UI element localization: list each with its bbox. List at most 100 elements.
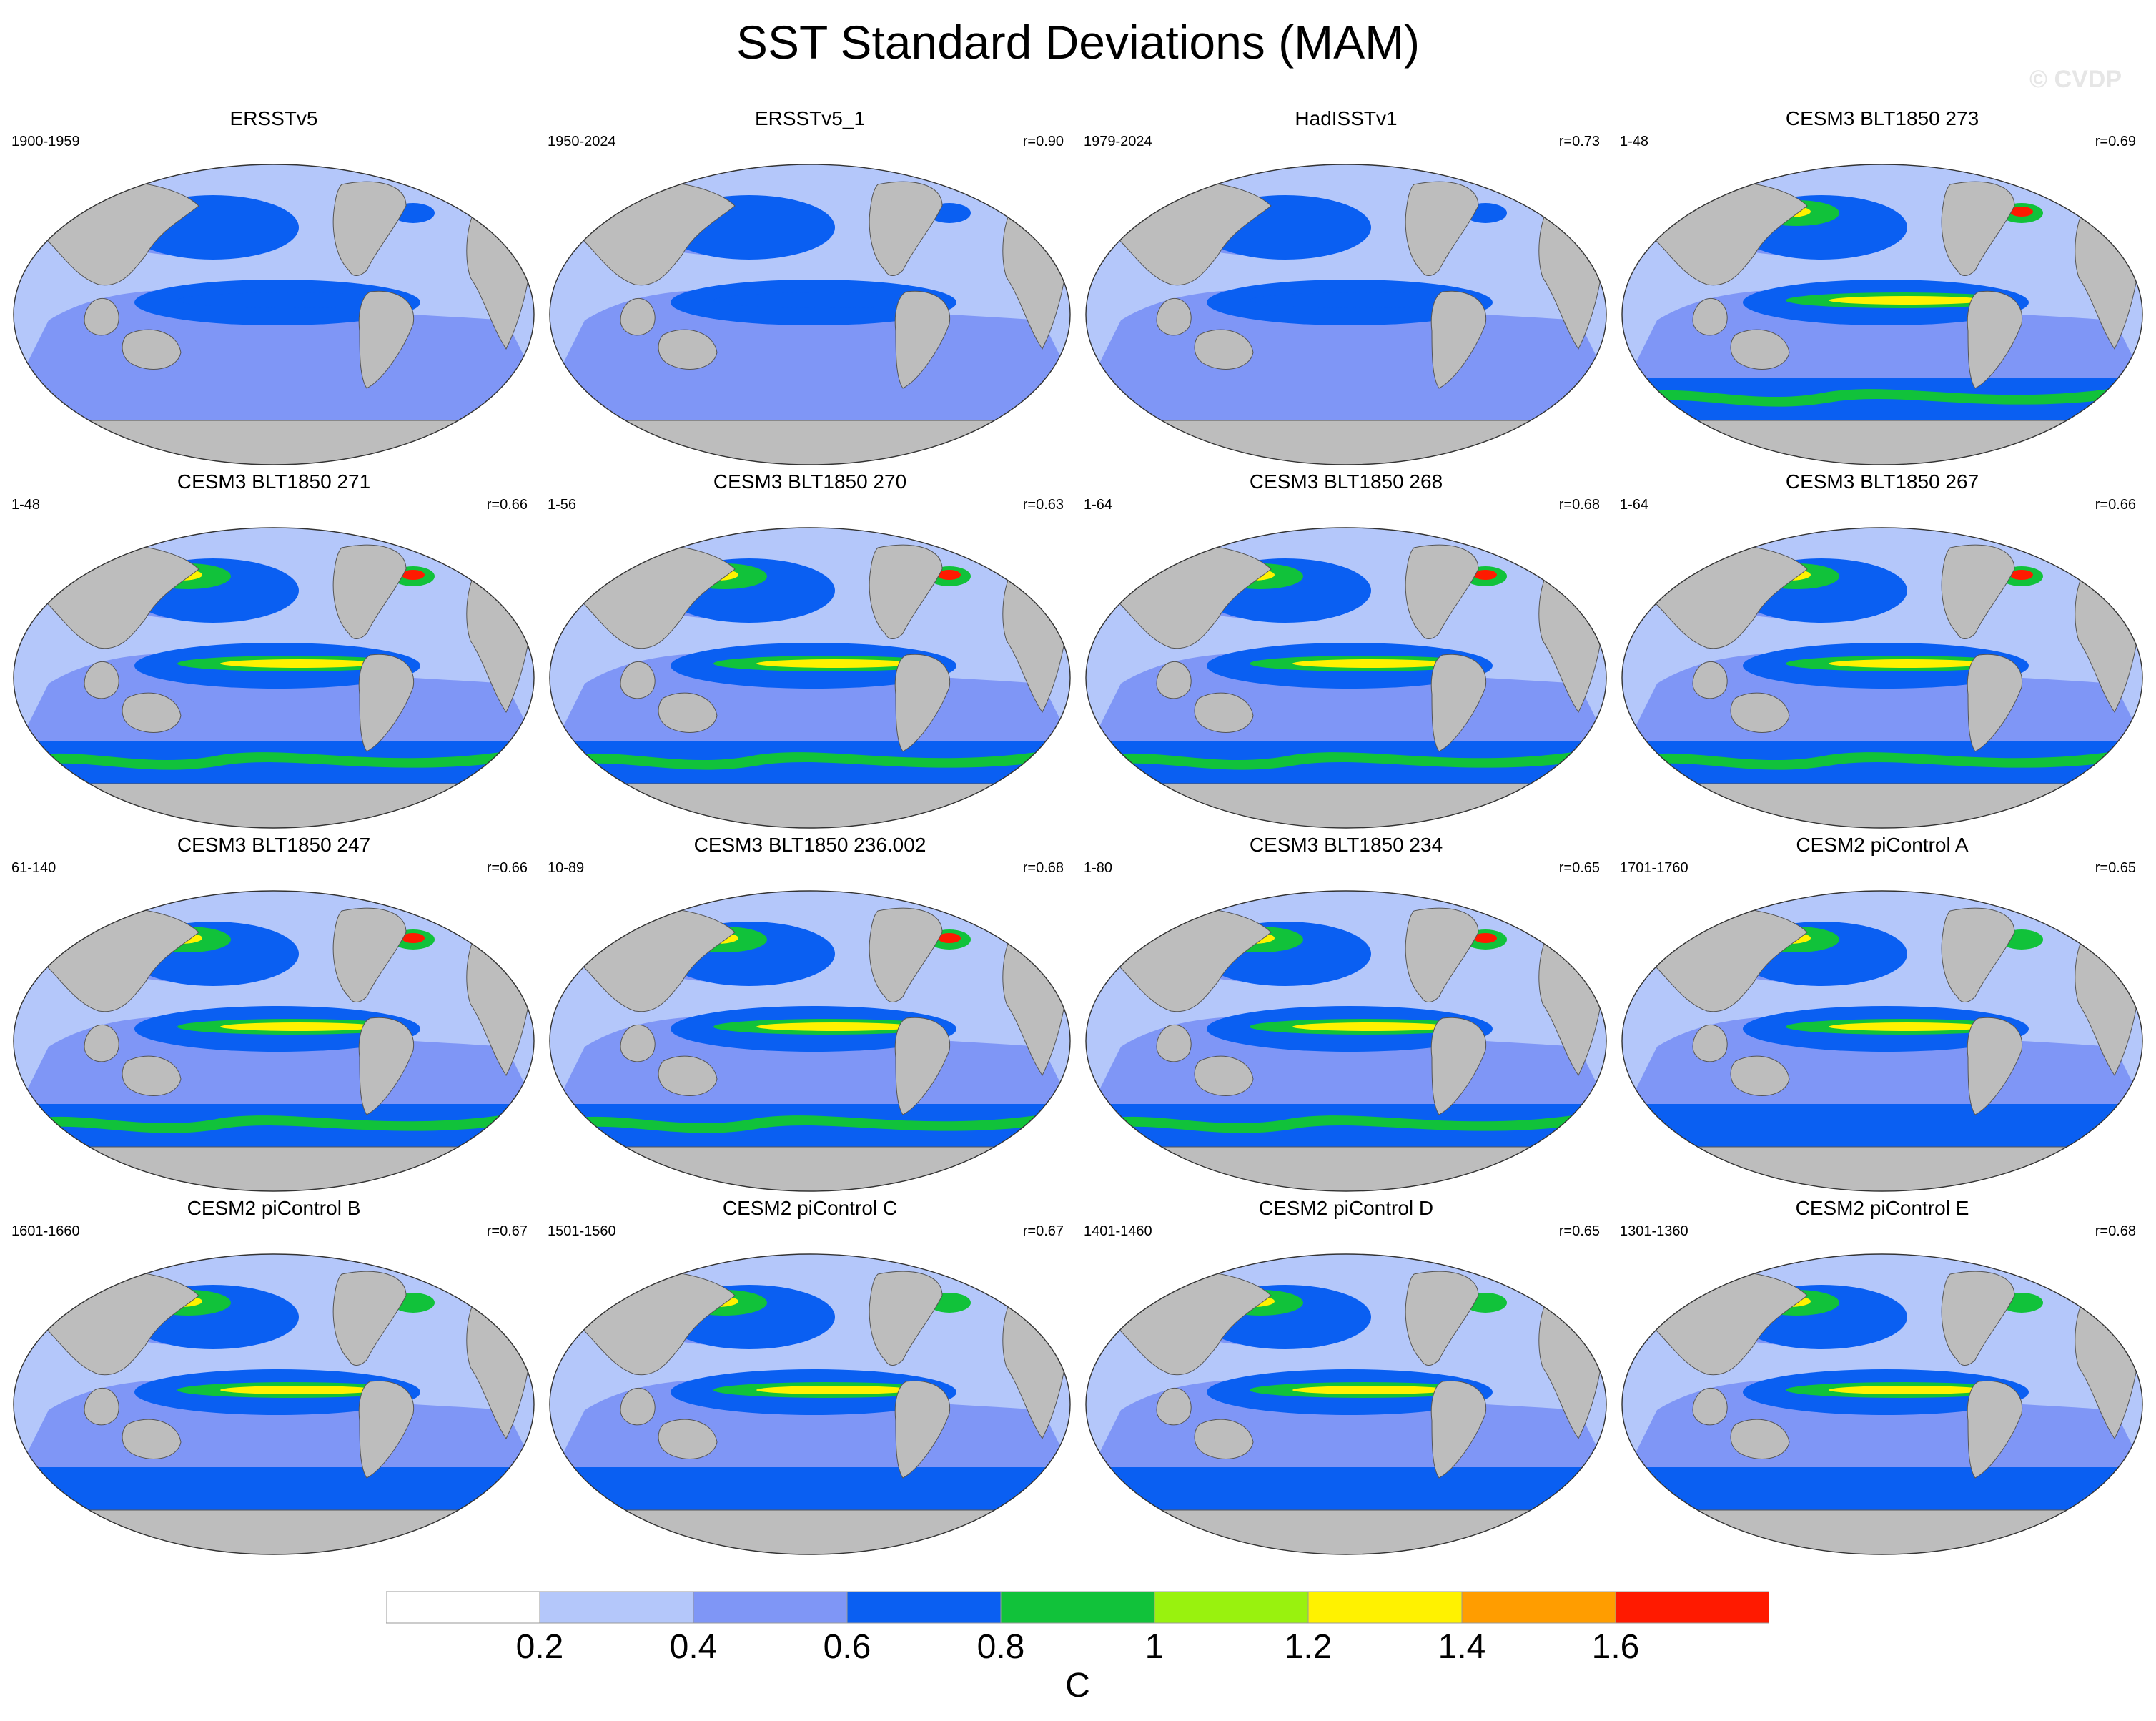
panel-period: 1-64 [1620, 497, 1649, 513]
panel-period: 10-89 [548, 860, 585, 876]
map-panel: ERSSTv5 1900-1959 [6, 106, 542, 470]
colorbar-swatch [1154, 1591, 1309, 1624]
panel-title: CESM2 piControl D [1258, 1197, 1434, 1219]
panel-period: 1979-2024 [1084, 134, 1152, 149]
map-panel: CESM2 piControl C 1501-1560 r=0.67 [542, 1195, 1078, 1560]
panel-title: CESM2 piControl C [722, 1197, 898, 1219]
panel-title: CESM2 piControl B [187, 1197, 361, 1219]
sst-std-map [13, 527, 535, 829]
panel-title: ERSSTv5_1 [754, 107, 866, 129]
colorbar-tick-label: 1 [1144, 1628, 1164, 1666]
colorbar-swatch [539, 1591, 694, 1624]
sst-std-map [549, 890, 1071, 1192]
panel-pattern-correlation: r=0.67 [486, 1223, 528, 1239]
panel-period: 1501-1560 [548, 1223, 616, 1239]
colorbar: 0.2 0.4 0.6 0.8 1 1.2 1.4 1.6 C [386, 1590, 1769, 1716]
colorbar-tick-label: 0.8 [976, 1628, 1025, 1666]
map-panel: CESM3 BLT1850 270 1-56 r=0.63 [542, 469, 1078, 834]
panel-title: CESM3 BLT1850 271 [177, 470, 371, 493]
panel-pattern-correlation: r=0.65 [2095, 860, 2136, 876]
panel-period: 1601-1660 [11, 1223, 80, 1239]
panel-pattern-correlation: r=0.63 [1022, 497, 1064, 513]
map-panel: ERSSTv5_1 1950-2024 r=0.90 [542, 106, 1078, 470]
map-panel: CESM2 piControl E 1301-1360 r=0.68 [1614, 1195, 2150, 1560]
panel-title: CESM2 piControl A [1796, 834, 1969, 856]
panel-pattern-correlation: r=0.69 [2095, 134, 2136, 149]
map-panel: CESM3 BLT1850 268 1-64 r=0.68 [1078, 469, 1614, 834]
map-panel: CESM3 BLT1850 234 1-80 r=0.65 [1078, 832, 1614, 1197]
map-panel: CESM3 BLT1850 273 1-48 r=0.69 [1614, 106, 2150, 470]
colorbar-swatch [1461, 1591, 1616, 1624]
panel-pattern-correlation: r=0.68 [1558, 497, 1600, 513]
sst-std-map [549, 527, 1071, 829]
panel-title: HadISSTv1 [1295, 107, 1398, 129]
panel-title: CESM3 BLT1850 236.002 [693, 834, 926, 856]
panel-period: 1-56 [548, 497, 577, 513]
colorbar-tick-label: 1.4 [1438, 1628, 1486, 1666]
map-panel: CESM3 BLT1850 236.002 10-89 r=0.68 [542, 832, 1078, 1197]
panel-title: ERSSTv5 [229, 107, 318, 129]
map-panel: CESM3 BLT1850 247 61-140 r=0.66 [6, 832, 542, 1197]
panel-pattern-correlation: r=0.90 [1022, 134, 1064, 149]
panel-pattern-correlation: r=0.66 [2095, 497, 2136, 513]
panel-period: 1-80 [1084, 860, 1113, 876]
panel-title: CESM3 BLT1850 268 [1249, 470, 1443, 493]
panel-pattern-correlation: r=0.67 [1022, 1223, 1064, 1239]
figure-title: SST Standard Deviations (MAM) [736, 16, 1420, 69]
sst-std-map [1621, 164, 2143, 465]
panel-period: 1701-1760 [1620, 860, 1688, 876]
panel-period: 1301-1360 [1620, 1223, 1688, 1239]
map-panel: HadISSTv1 1979-2024 r=0.73 [1078, 106, 1614, 470]
panel-period: 1900-1959 [11, 134, 80, 149]
panel-period: 61-140 [11, 860, 56, 876]
panel-pattern-correlation: r=0.65 [1558, 860, 1600, 876]
map-panel: CESM2 piControl D 1401-1460 r=0.65 [1078, 1195, 1614, 1560]
panel-period: 1-64 [1084, 497, 1113, 513]
sst-std-map [549, 164, 1071, 465]
colorbar-tick-label: 1.6 [1591, 1628, 1640, 1666]
panel-period: 1401-1460 [1084, 1223, 1152, 1239]
colorbar-swatch [846, 1591, 1002, 1624]
colorbar-tick-label: 0.2 [515, 1628, 564, 1666]
sst-std-map [1621, 890, 2143, 1192]
panel-period: 1-48 [1620, 134, 1649, 149]
sst-std-map [13, 164, 535, 465]
panel-pattern-correlation: r=0.68 [2095, 1223, 2136, 1239]
panel-pattern-correlation: r=0.66 [486, 860, 528, 876]
panel-title: CESM3 BLT1850 247 [177, 834, 371, 856]
map-panel: CESM2 piControl B 1601-1660 r=0.67 [6, 1195, 542, 1560]
colorbar-swatch [386, 1591, 540, 1624]
colorbar-tick-label: 0.4 [669, 1628, 718, 1666]
colorbar-swatch [1615, 1591, 1769, 1624]
sst-std-map [1621, 1253, 2143, 1555]
colorbar-swatches [386, 1591, 1769, 1624]
panel-period: 1950-2024 [548, 134, 616, 149]
colorbar-unit-label: C [1065, 1667, 1090, 1705]
sst-std-map [1085, 164, 1607, 465]
panel-title: CESM3 BLT1850 234 [1249, 834, 1443, 856]
panel-title: CESM3 BLT1850 273 [1785, 107, 1979, 129]
panel-title: CESM2 piControl E [1795, 1197, 1969, 1219]
panel-period: 1-48 [11, 497, 41, 513]
panel-title: CESM3 BLT1850 267 [1785, 470, 1979, 493]
panel-pattern-correlation: r=0.68 [1022, 860, 1064, 876]
map-panel: CESM2 piControl A 1701-1760 r=0.65 [1614, 832, 2150, 1197]
sst-std-map [1085, 890, 1607, 1192]
colorbar-tick-label: 1.2 [1284, 1628, 1332, 1666]
sst-std-map [1621, 527, 2143, 829]
panel-pattern-correlation: r=0.66 [486, 497, 528, 513]
colorbar-swatch [693, 1591, 848, 1624]
colorbar-swatch [1000, 1591, 1155, 1624]
sst-std-map [13, 890, 535, 1192]
map-panel: CESM3 BLT1850 267 1-64 r=0.66 [1614, 469, 2150, 834]
sst-std-map [549, 1253, 1071, 1555]
sst-std-map [13, 1253, 535, 1555]
panel-pattern-correlation: r=0.73 [1558, 134, 1600, 149]
colorbar-swatch [1307, 1591, 1463, 1624]
panel-pattern-correlation: r=0.65 [1558, 1223, 1600, 1239]
panel-title: CESM3 BLT1850 270 [713, 470, 907, 493]
map-panel: CESM3 BLT1850 271 1-48 r=0.66 [6, 469, 542, 834]
sst-std-map [1085, 1253, 1607, 1555]
colorbar-tick-label: 0.6 [823, 1628, 871, 1666]
sst-std-map [1085, 527, 1607, 829]
